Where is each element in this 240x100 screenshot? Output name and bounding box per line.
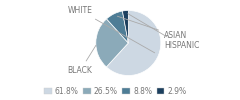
Text: BLACK: BLACK bbox=[68, 45, 96, 75]
Text: ASIAN: ASIAN bbox=[117, 16, 187, 40]
Wedge shape bbox=[122, 10, 128, 43]
Wedge shape bbox=[107, 11, 128, 43]
Text: HISPANIC: HISPANIC bbox=[128, 14, 199, 50]
Wedge shape bbox=[106, 10, 161, 76]
Wedge shape bbox=[96, 19, 128, 67]
Legend: 61.8%, 26.5%, 8.8%, 2.9%: 61.8%, 26.5%, 8.8%, 2.9% bbox=[44, 86, 186, 96]
Text: WHITE: WHITE bbox=[68, 6, 155, 53]
